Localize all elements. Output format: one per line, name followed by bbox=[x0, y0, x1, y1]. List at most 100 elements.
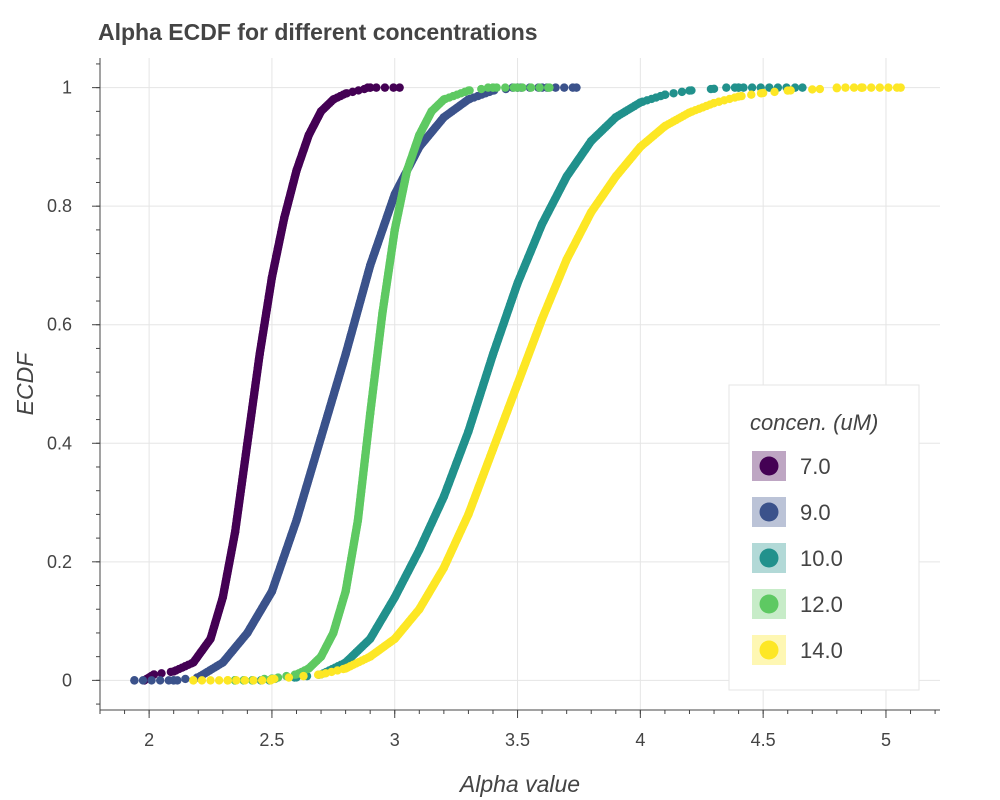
data-point bbox=[513, 379, 522, 389]
data-point bbox=[189, 676, 198, 685]
data-point bbox=[858, 83, 867, 92]
data-point bbox=[206, 676, 215, 685]
data-point bbox=[747, 90, 756, 99]
data-point bbox=[669, 89, 678, 98]
legend-marker bbox=[759, 456, 779, 476]
legend-label: 12.0 bbox=[800, 592, 843, 617]
data-point bbox=[218, 593, 228, 602]
data-point bbox=[378, 308, 387, 318]
data-point bbox=[758, 88, 768, 98]
data-point bbox=[206, 634, 215, 644]
y-tick-label: 0.2 bbox=[47, 552, 72, 572]
data-point bbox=[316, 433, 326, 442]
data-point bbox=[130, 676, 139, 685]
data-point bbox=[415, 605, 424, 614]
data-point bbox=[181, 674, 190, 684]
data-point bbox=[365, 261, 375, 270]
legend: concen. (uM) 7.0 9.0 10.0 12.0 14.0 bbox=[728, 384, 920, 691]
data-point bbox=[372, 83, 381, 92]
data-point bbox=[138, 676, 148, 685]
data-point bbox=[316, 652, 326, 661]
data-point bbox=[353, 516, 363, 525]
x-tick-label: 3 bbox=[390, 730, 400, 750]
data-point bbox=[783, 86, 792, 95]
legend-item-7.0[interactable]: 7.0 bbox=[752, 451, 831, 481]
data-point bbox=[240, 676, 250, 685]
data-point bbox=[537, 314, 547, 323]
data-point bbox=[169, 667, 178, 676]
data-point bbox=[488, 445, 498, 454]
data-point bbox=[389, 83, 398, 92]
data-point bbox=[155, 676, 165, 685]
legend-marker bbox=[759, 594, 779, 614]
data-point bbox=[218, 658, 228, 667]
data-point bbox=[611, 172, 620, 181]
x-tick-label: 4 bbox=[635, 730, 645, 750]
series-12.0 bbox=[230, 83, 554, 685]
legend-item-9.0[interactable]: 9.0 bbox=[752, 497, 831, 527]
data-point bbox=[415, 130, 424, 140]
data-point bbox=[562, 172, 571, 181]
data-point bbox=[243, 628, 252, 638]
y-tick-label: 0.8 bbox=[47, 196, 72, 216]
data-point bbox=[734, 92, 743, 101]
data-point bbox=[884, 83, 893, 92]
legend-item-14.0[interactable]: 14.0 bbox=[752, 635, 843, 665]
data-point bbox=[341, 350, 350, 359]
legend-box bbox=[728, 384, 920, 691]
data-point bbox=[267, 273, 277, 282]
data-point bbox=[316, 670, 326, 679]
data-point bbox=[464, 510, 473, 519]
data-point bbox=[808, 85, 817, 94]
data-point bbox=[488, 350, 498, 359]
data-point bbox=[390, 190, 399, 199]
x-tick-label: 4.5 bbox=[751, 730, 776, 750]
y-tick-label: 1 bbox=[62, 78, 72, 98]
chart-title: Alpha ECDF for different concentrations bbox=[98, 19, 538, 45]
data-point bbox=[292, 166, 301, 175]
data-point bbox=[841, 83, 850, 92]
data-point bbox=[299, 671, 308, 681]
data-point bbox=[439, 95, 449, 104]
data-point bbox=[685, 86, 694, 95]
data-point bbox=[439, 113, 449, 122]
data-point bbox=[464, 95, 473, 104]
data-point bbox=[304, 664, 313, 673]
legend-item-10.0[interactable]: 10.0 bbox=[752, 543, 843, 573]
data-point bbox=[380, 83, 390, 92]
data-point bbox=[147, 676, 156, 685]
data-point bbox=[518, 83, 527, 92]
x-tick-label: 2.5 bbox=[259, 730, 284, 750]
data-point bbox=[292, 516, 301, 525]
data-point bbox=[365, 634, 375, 644]
data-point bbox=[390, 225, 399, 235]
legend-label: 7.0 bbox=[800, 454, 831, 479]
data-point bbox=[660, 121, 670, 131]
legend-label: 14.0 bbox=[800, 638, 843, 663]
data-point bbox=[544, 83, 553, 92]
y-tick-label: 0.6 bbox=[47, 315, 72, 335]
data-point bbox=[770, 87, 779, 97]
data-point bbox=[304, 130, 313, 140]
data-point bbox=[402, 166, 412, 175]
legend-item-12.0[interactable]: 12.0 bbox=[752, 589, 843, 619]
legend-marker bbox=[759, 548, 779, 568]
data-point bbox=[501, 83, 510, 92]
data-point bbox=[722, 83, 731, 92]
data-point bbox=[164, 676, 173, 685]
legend-label: 9.0 bbox=[800, 500, 831, 525]
legend-marker bbox=[759, 640, 779, 660]
x-axis-title: Alpha value bbox=[458, 771, 580, 797]
data-point bbox=[815, 84, 825, 94]
data-point bbox=[329, 95, 338, 104]
axes: 2 2.5 3 3.5 4 4.5 5 0 0.2 0.4 0.6 0.8 1 bbox=[47, 58, 940, 750]
data-point bbox=[660, 90, 670, 99]
data-point bbox=[587, 136, 596, 146]
data-point bbox=[415, 545, 424, 555]
legend-title: concen. (uM) bbox=[750, 410, 878, 435]
data-point bbox=[513, 279, 522, 288]
data-point bbox=[730, 83, 740, 92]
legend-label: 10.0 bbox=[800, 546, 843, 571]
data-point bbox=[341, 587, 350, 596]
